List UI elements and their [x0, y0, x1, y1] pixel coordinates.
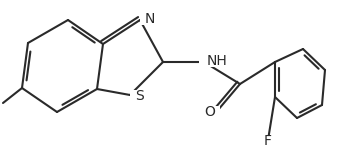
Bar	[199, 55, 216, 67]
Text: S: S	[135, 89, 144, 103]
Bar	[263, 135, 273, 147]
Bar	[210, 106, 220, 118]
Text: O: O	[204, 105, 215, 119]
Bar	[140, 13, 150, 25]
Text: F: F	[264, 134, 272, 148]
Text: N: N	[145, 12, 155, 26]
Bar	[130, 90, 140, 102]
Text: NH: NH	[207, 54, 228, 68]
